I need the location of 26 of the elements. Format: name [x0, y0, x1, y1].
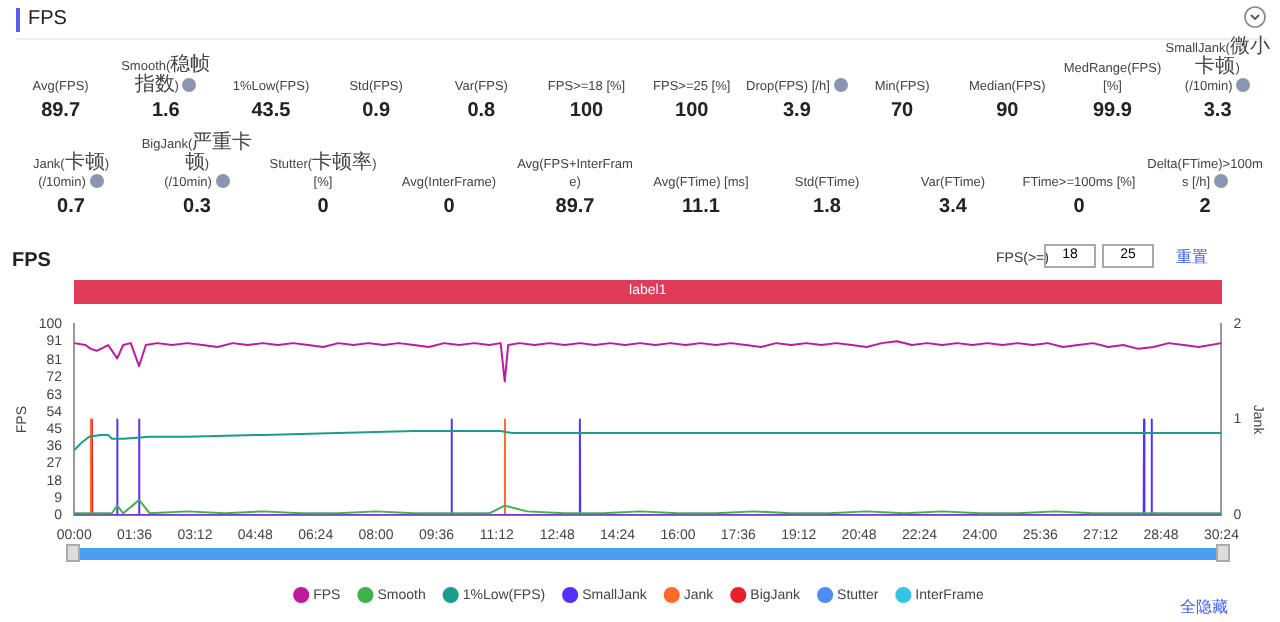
- data-label: 11.1: [682, 196, 720, 218]
- data-label: 0: [443, 196, 455, 218]
- text: FPS: [28, 8, 67, 30]
- data-label: 0.8: [467, 100, 496, 122]
- data-label: 100: [569, 100, 604, 122]
- data-label: 1.8: [813, 196, 841, 218]
- data-label: 1.6: [151, 100, 180, 122]
- data-label: 0.9: [362, 100, 391, 122]
- data-label: 89.7: [41, 100, 81, 122]
- data-label: 0: [317, 196, 329, 218]
- data-label: 3.4: [939, 196, 967, 218]
- text: 全隐藏: [1180, 596, 1228, 618]
- chart-title: FPS: [12, 249, 52, 272]
- text: 重置: [1176, 246, 1208, 268]
- data-label: 3.3: [1203, 100, 1232, 122]
- data-label: 70: [890, 100, 914, 122]
- data-label: 3.9: [783, 100, 811, 122]
- data-label: 0: [1073, 196, 1085, 218]
- data-label: 99.9: [1093, 100, 1132, 122]
- data-label: 2: [1199, 196, 1211, 218]
- data-label: 43.5: [251, 100, 291, 122]
- data-label: 90: [996, 100, 1019, 122]
- data-label: 89.7: [555, 196, 595, 218]
- data-label: 0.7: [57, 196, 85, 218]
- data-label: 0.3: [183, 196, 211, 218]
- data-label: 100: [675, 100, 709, 122]
